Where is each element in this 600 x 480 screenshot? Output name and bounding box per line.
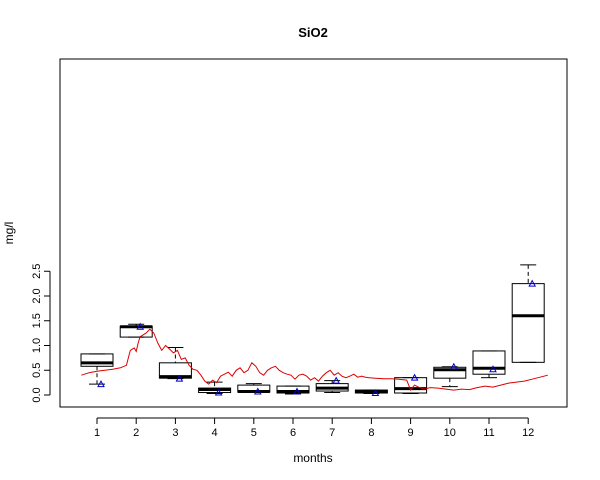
plot-frame [59,58,568,408]
box-iqr [394,377,428,394]
x-tick-label: 10 [444,427,456,439]
box-iqr [80,353,114,367]
x-tick-label: 7 [329,427,335,439]
y-tick-label: 2.5 [31,264,43,279]
x-tick-label: 8 [368,427,374,439]
mean-marker [528,279,537,287]
y-tick-label: 2.0 [31,288,43,303]
y-axis-label: mg/l [2,222,16,245]
box-month-3 [158,346,192,380]
x-axis: 1 2 3 4 5 6 7 8 9 10 11 12 [94,417,534,439]
x-tick-label: 3 [172,427,178,439]
box-month-9 [394,377,428,395]
box-month-5 [237,383,271,394]
y-axis: 0.0 0.5 1.0 1.5 2.0 2.5 [31,264,51,403]
box-month-4 [198,381,232,395]
chart-title: SiO2 [298,25,328,40]
mean-marker [136,322,145,330]
x-tick-label: 4 [212,427,218,439]
x-axis-label: months [293,451,332,465]
mean-marker [97,380,105,388]
mean-marker [371,388,380,397]
y-tick-label: 1.5 [31,313,43,328]
box-month-1 [80,353,114,385]
box-iqr [433,366,467,379]
mean-marker [410,373,419,381]
x-tick-label: 2 [133,427,139,439]
x-tick-label: 1 [94,427,100,439]
x-tick-label: 12 [522,427,534,439]
mean-marker [293,387,301,395]
x-tick-label: 6 [290,427,296,439]
box-month-8 [354,389,388,395]
y-tick-label: 0.0 [31,387,43,402]
mean-marker [489,365,497,373]
box-iqr [472,350,506,375]
box-month-2 [119,323,153,338]
mean-marker [175,374,184,382]
box-month-7 [315,380,349,394]
mean-marker [253,387,262,395]
mean-marker [214,388,223,396]
y-tick-label: 1.0 [31,338,43,353]
x-tick-label: 5 [251,427,257,439]
mean-markers [97,279,537,397]
x-tick-label: 9 [408,427,414,439]
box-month-10 [433,366,467,388]
mean-marker [449,362,458,370]
x-tick-label: 11 [483,427,494,439]
mean-marker [332,376,341,384]
trend-line [81,328,548,392]
box-month-12 [511,264,545,363]
y-tick-label: 0.5 [31,363,43,378]
box-iqr [511,283,545,363]
box-month-6 [276,385,310,395]
box-month-11 [472,350,506,379]
